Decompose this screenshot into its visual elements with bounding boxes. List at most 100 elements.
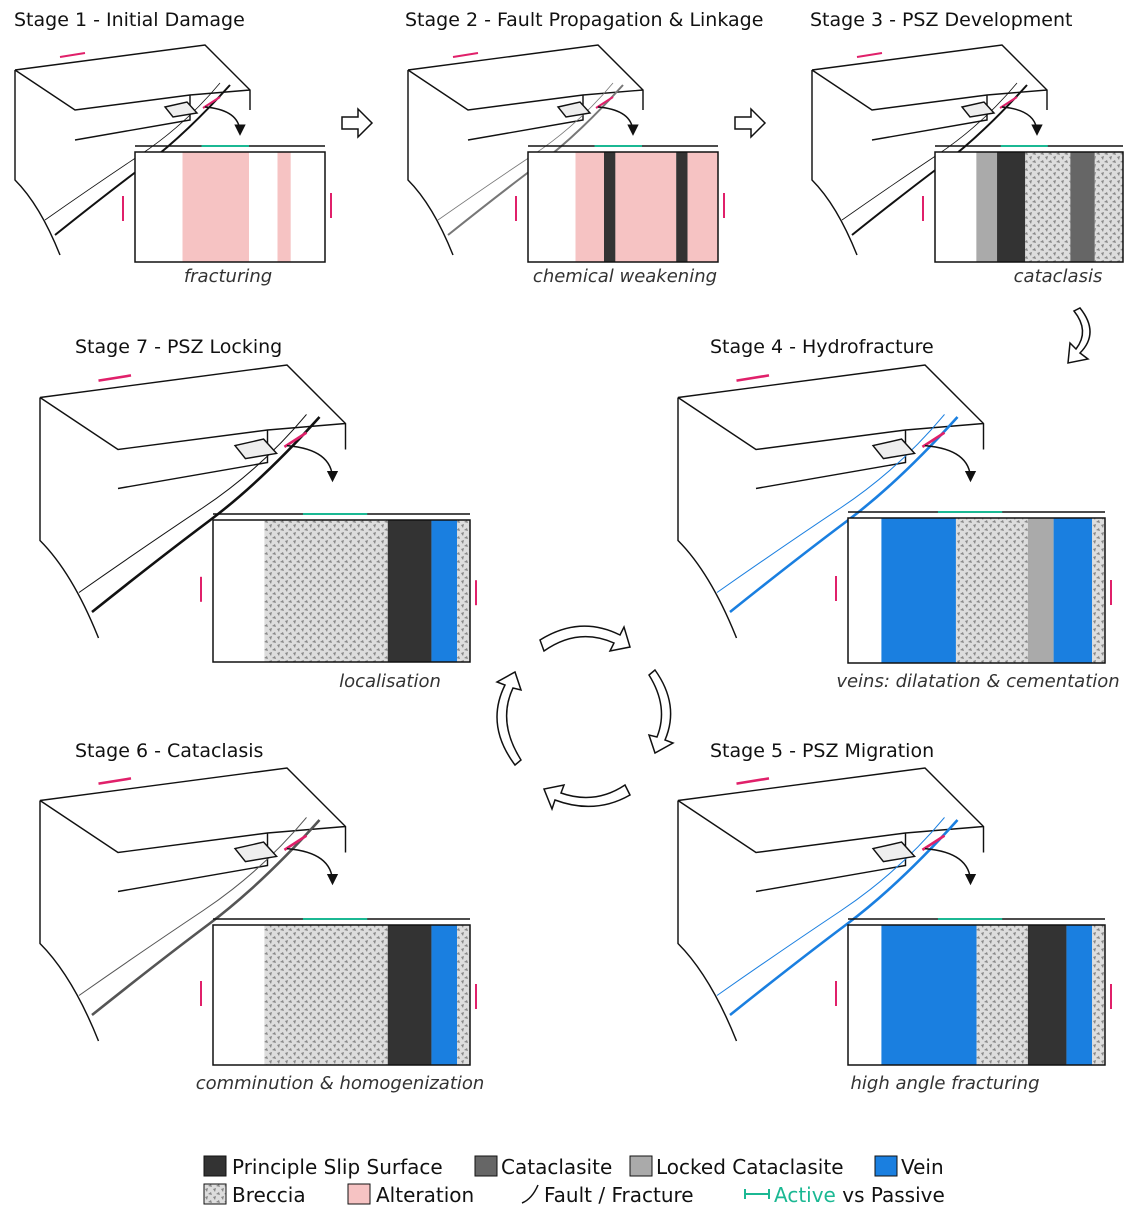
- zone-band: [1027, 518, 1054, 663]
- stage-panel: Stage 2 - Fault Propagation & Linkage che…: [405, 9, 763, 287]
- inset-frame: [134, 151, 326, 263]
- slip-arrow: [98, 777, 132, 785]
- fault-trace: [716, 817, 945, 996]
- block-outline: [811, 44, 1048, 256]
- zone-band: [457, 520, 470, 662]
- slip-arrow: [856, 52, 883, 58]
- zone-band: [1027, 925, 1067, 1065]
- zone-band: [387, 520, 432, 662]
- zone-band: [182, 152, 249, 262]
- slip-arrow: [921, 431, 946, 448]
- slip-arrow: [736, 777, 770, 785]
- legend-label: Locked Cataclasite: [656, 1155, 844, 1179]
- block-diagram: [39, 364, 347, 639]
- zoom-arrow: [286, 444, 339, 483]
- legend-label: Breccia: [232, 1183, 306, 1207]
- legend-label: Vein: [901, 1155, 944, 1179]
- stage-title: Stage 6 - Cataclasis: [75, 740, 263, 762]
- block-outline: [407, 44, 644, 256]
- zone-band: [976, 152, 998, 262]
- zone-band: [264, 520, 388, 662]
- inset-marker: [556, 101, 592, 118]
- block-diagram: [39, 767, 347, 1042]
- block-outline: [677, 767, 985, 1042]
- stage-title: Stage 4 - Hydrofracture: [710, 336, 934, 358]
- swatch: [474, 1155, 498, 1177]
- zone-band: [213, 925, 265, 1065]
- zone-band: [264, 925, 388, 1065]
- fault-trace: [78, 817, 307, 996]
- slip-arrow: [59, 52, 86, 58]
- swatch: [629, 1155, 653, 1177]
- slip-arrow: [595, 96, 614, 109]
- fault-trace: [716, 414, 945, 593]
- stage-caption: comminution & homogenization: [196, 1073, 485, 1094]
- zone-band: [1092, 518, 1105, 663]
- inset-marker: [233, 438, 279, 460]
- zone-band: [997, 152, 1026, 262]
- zone-band: [249, 152, 278, 262]
- zoom-arrow: [204, 106, 246, 136]
- legend-active: Active: [774, 1183, 836, 1207]
- zone-band: [676, 152, 688, 262]
- zone-band: [528, 152, 576, 262]
- legend-label: Alteration: [376, 1183, 474, 1207]
- stage-caption: localisation: [339, 671, 441, 692]
- slip-arrow: [452, 52, 479, 58]
- zone-band: [881, 518, 956, 663]
- swatch: [521, 1184, 539, 1204]
- zone-band: [615, 152, 677, 262]
- inset-marker: [233, 841, 279, 863]
- zone-band: [431, 520, 458, 662]
- arrow: [539, 624, 631, 653]
- zone-band: [1070, 152, 1095, 262]
- inset-frame: [527, 151, 719, 263]
- inset-marker: [871, 841, 917, 863]
- stage-panel: Stage 6 - Cataclasis comminution & homoge…: [39, 740, 485, 1094]
- swatch: [744, 1189, 770, 1199]
- stage-caption: veins: dilatation & cementation: [836, 671, 1119, 692]
- zone-band: [881, 925, 977, 1065]
- zone-band: [135, 152, 183, 262]
- swatch: [874, 1155, 898, 1177]
- stage-caption: fracturing: [184, 266, 272, 287]
- zone-band: [955, 518, 1028, 663]
- zone-band: [604, 152, 616, 262]
- stage-title: Stage 2 - Fault Propagation & Linkage: [405, 9, 763, 31]
- stage-panel: Stage 7 - PSZ Locking localisation: [39, 336, 477, 692]
- fault-trace: [91, 416, 321, 614]
- zone-band: [277, 152, 291, 262]
- block-outline: [677, 364, 985, 639]
- block-outline: [39, 364, 347, 639]
- stage-title: Stage 3 - PSZ Development: [810, 9, 1072, 31]
- zoom-arrow: [924, 444, 977, 483]
- inset-frame: [212, 519, 471, 663]
- slip-arrow: [283, 834, 308, 851]
- block-diagram: [677, 364, 985, 639]
- zoom-arrow: [286, 847, 339, 886]
- zone-band: [387, 925, 432, 1065]
- arrow: [542, 783, 631, 812]
- swatch: [203, 1155, 227, 1177]
- zone-band: [1066, 925, 1093, 1065]
- block-diagram: [677, 767, 985, 1042]
- zone-band: [1094, 152, 1123, 262]
- zone-band: [1092, 925, 1105, 1065]
- inset-marker: [960, 101, 996, 118]
- stage-panel: Stage 1 - Initial Damage fracturing: [14, 9, 332, 287]
- stage-panel: Stage 5 - PSZ Migration high angle fractu…: [677, 740, 1112, 1094]
- fault-trace: [91, 819, 321, 1017]
- legend-label: Active vs Passive: [774, 1183, 945, 1207]
- fault-trace: [729, 416, 959, 614]
- stage-caption: high angle fracturing: [851, 1073, 1040, 1094]
- fault-trace: [729, 819, 959, 1017]
- stage-caption: cataclasis: [1014, 266, 1103, 287]
- zoom-arrow: [924, 847, 977, 886]
- arrow: [647, 668, 675, 755]
- flow-arrows: [341, 107, 1091, 812]
- legend-passive: vs Passive: [842, 1183, 945, 1207]
- legend-label: Cataclasite: [501, 1155, 612, 1179]
- inset-marker: [163, 101, 199, 118]
- stage-title: Stage 7 - PSZ Locking: [75, 336, 282, 358]
- zoom-arrow: [1001, 106, 1043, 136]
